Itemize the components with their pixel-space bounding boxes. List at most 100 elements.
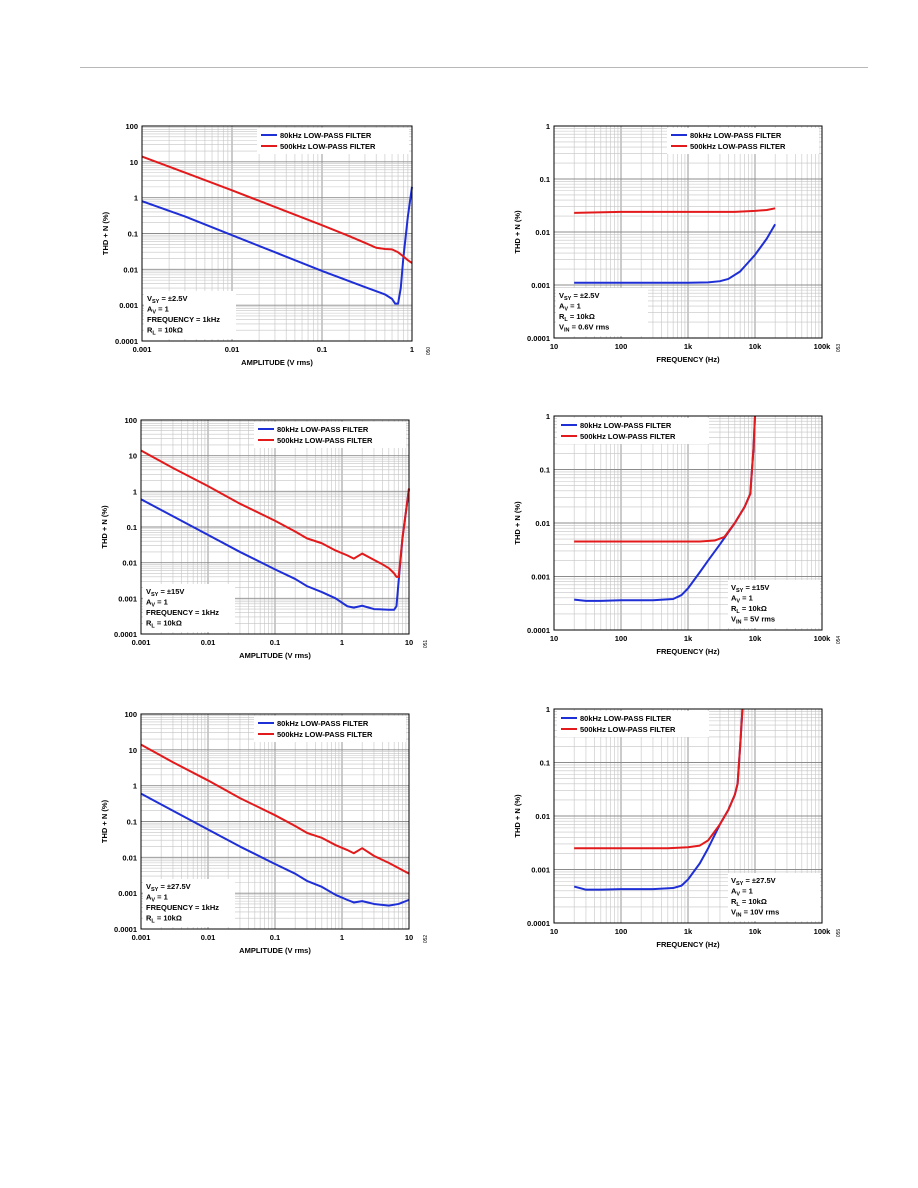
header-rule: [80, 67, 868, 68]
y-tick-label: 10: [130, 158, 138, 167]
x-tick-label: 100: [615, 634, 628, 643]
legend-label-80khz: 80kHz LOW-PASS FILTER: [580, 714, 672, 723]
y-tick-label: 10: [129, 746, 137, 755]
annotation-box: [144, 291, 236, 339]
chart-thd-vs-amplitude-15v: 0.001 0.01 0.1 1 101001010.10.010.0010.0001A…: [100, 416, 429, 660]
annotation-line: VIN = 10V rms: [731, 908, 779, 919]
y-tick-label: 0.0001: [527, 334, 550, 343]
figure-id: 054: [836, 636, 842, 645]
y-tick-label: 0.1: [127, 818, 137, 827]
x-tick-label: 0.001: [132, 933, 151, 942]
x-tick-label: 10k: [749, 634, 762, 643]
annotation-line: RL = 10kΩ: [731, 604, 767, 615]
y-tick-label: 0.001: [531, 866, 550, 875]
y-tick-label: 0.001: [118, 889, 137, 898]
y-tick-label: 0.1: [127, 523, 137, 532]
y-tick-label: 1: [546, 705, 550, 714]
plot-frame: [140, 713, 410, 930]
series-80khz-line: [574, 223, 777, 284]
figure-id: 055: [836, 929, 842, 938]
legend-label-80khz: 80kHz LOW-PASS FILTER: [280, 131, 372, 140]
annotation-line: FREQUENCY = 1kHz: [146, 608, 219, 617]
x-tick-label: 1k: [684, 342, 693, 351]
legend-box: [557, 418, 709, 444]
x-tick-label: 0.001: [133, 345, 152, 354]
legend-box: [667, 128, 819, 154]
annotation-line: RL = 10kΩ: [146, 619, 182, 630]
y-tick-label: 100: [125, 122, 138, 131]
x-tick-label: 0.01: [225, 345, 240, 354]
annotation-line: AV = 1: [731, 594, 753, 605]
plot-frame: [141, 125, 413, 342]
annotation-line: VIN = 5V rms: [731, 615, 775, 626]
x-tick-label: 10k: [749, 342, 762, 351]
y-tick-label: 0.01: [123, 265, 138, 274]
y-tick-label: 0.001: [119, 301, 138, 310]
y-axis-label: THD + N (%): [100, 505, 109, 549]
y-tick-label: 0.01: [122, 559, 137, 568]
y-tick-label: 1: [546, 122, 550, 131]
annotation-box: [728, 580, 820, 628]
series-500khz-line: [574, 708, 744, 850]
y-tick-label: 0.01: [122, 853, 137, 862]
x-tick-label: 100k: [814, 927, 832, 936]
series-500khz-line: [141, 155, 413, 264]
legend-label-500khz: 500kHz LOW-PASS FILTER: [277, 730, 373, 739]
series-80khz-line: [141, 186, 413, 305]
figure-id: 051: [423, 640, 429, 649]
annotation-line: AV = 1: [559, 302, 581, 313]
x-axis-label: AMPLITUDE (V rms): [241, 358, 313, 367]
y-tick-label: 1: [133, 487, 137, 496]
annotation-line: AV = 1: [146, 598, 168, 609]
legend-label-500khz: 500kHz LOW-PASS FILTER: [580, 725, 676, 734]
y-tick-label: 0.1: [540, 175, 550, 184]
legend-box: [254, 422, 406, 448]
annotation-line: VSY = ±2.5V: [559, 291, 599, 302]
plot-frame: [553, 708, 823, 924]
y-tick-label: 0.01: [535, 228, 550, 237]
y-tick-label: 100: [124, 416, 137, 425]
x-tick-label: 1k: [684, 634, 693, 643]
plot-frame: [553, 125, 823, 339]
y-tick-label: 0.001: [118, 594, 137, 603]
series-500khz-line: [574, 207, 776, 214]
y-tick-label: 0.01: [535, 812, 550, 821]
annotation-line: RL = 10kΩ: [147, 326, 183, 337]
y-tick-label: 0.1: [128, 230, 138, 239]
series-500khz-line: [140, 449, 410, 578]
annotation-line: RL = 10kΩ: [731, 897, 767, 908]
series-500khz-line: [574, 415, 756, 543]
y-tick-label: 100: [124, 710, 137, 719]
annotation-line: RL = 10kΩ: [559, 312, 595, 323]
plot-frame: [140, 419, 410, 635]
annotation-line: AV = 1: [147, 305, 169, 316]
annotation-box: [556, 288, 648, 336]
annotation-line: FREQUENCY = 1kHz: [146, 903, 219, 912]
chart-thd-vs-frequency-15v: 10 100 1k 10k 100k 1 0.1 0.01 0.001 0.0001 FREQUEN…: [513, 412, 842, 656]
legend-box: [257, 128, 409, 154]
annotation-line: RL = 10kΩ: [146, 914, 182, 925]
legend-box: [254, 716, 406, 742]
x-tick-label: 10k: [749, 927, 762, 936]
annotation-line: VSY = ±15V: [146, 587, 184, 598]
chart-thd-vs-frequency-2p5v: 10 100 1k 10k 100k 1 0.1 0.01 0.001 0.0001 FREQUEN…: [513, 122, 842, 364]
chart-thd-vs-frequency-27p5v: 10 100 1k 10k 100k 1 0.1 0.01 0.001 0.0001 FREQUEN…: [513, 705, 842, 949]
x-tick-label: 0.001: [132, 638, 151, 647]
legend-label-500khz: 500kHz LOW-PASS FILTER: [277, 436, 373, 445]
y-tick-label: 0.01: [535, 519, 550, 528]
chart-thd-vs-amplitude-2p5v: 0.001 0.01 0.1 11001010.10.010.0010.0001AMP…: [101, 122, 432, 367]
x-axis-label: FREQUENCY (Hz): [656, 940, 720, 949]
figure-id: 050: [426, 347, 432, 356]
y-axis-label: THD + N (%): [101, 211, 110, 255]
legend-label-500khz: 500kHz LOW-PASS FILTER: [580, 432, 676, 441]
annotation-line: FREQUENCY = 1kHz: [147, 315, 220, 324]
x-tick-label: 100k: [814, 342, 832, 351]
x-axis-label: AMPLITUDE (V rms): [239, 651, 311, 660]
y-tick-label: 0.1: [540, 466, 550, 475]
annotation-line: VSY = ±2.5V: [147, 294, 187, 305]
legend-label-80khz: 80kHz LOW-PASS FILTER: [690, 131, 782, 140]
y-axis-label: THD + N (%): [513, 210, 522, 254]
x-axis-label: FREQUENCY (Hz): [656, 647, 720, 656]
chart-thd-vs-amplitude-27p5v: 0.001 0.01 0.1 1 101001010.10.010.0010.0001A…: [100, 710, 429, 955]
annotation-box: [143, 584, 235, 632]
